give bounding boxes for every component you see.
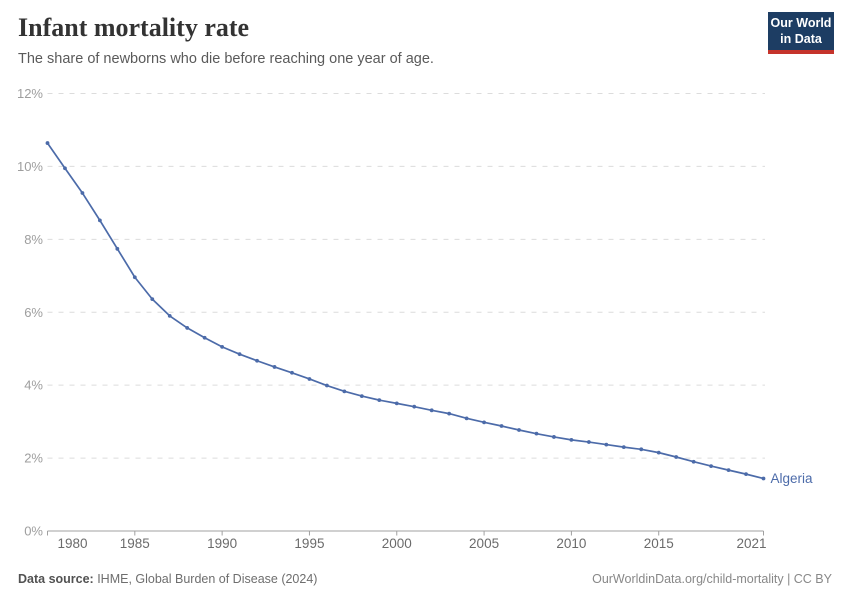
- x-axis-tick-label: 2000: [382, 536, 412, 551]
- data-point: [167, 313, 172, 318]
- x-axis-tick-label: 1990: [207, 536, 237, 551]
- y-axis-tick-label: 0%: [24, 524, 43, 539]
- data-point: [656, 450, 661, 455]
- x-axis-tick-label: 1985: [120, 536, 150, 551]
- data-point: [639, 447, 644, 452]
- data-point: [499, 424, 504, 428]
- data-point: [761, 476, 766, 481]
- data-source: Data source: IHME, Global Burden of Dise…: [18, 571, 317, 587]
- owid-logo[interactable]: Our World in Data: [768, 12, 834, 54]
- data-point: [359, 394, 364, 399]
- data-point: [709, 464, 714, 469]
- data-point: [255, 358, 259, 363]
- data-point: [744, 472, 748, 477]
- data-point: [342, 389, 347, 394]
- data-source-text: IHME, Global Burden of Disease (2024): [93, 572, 318, 586]
- owid-logo-line1: Our World: [770, 16, 832, 30]
- y-axis-tick-label: 12%: [17, 86, 43, 101]
- y-axis-tick-label: 6%: [24, 305, 43, 320]
- data-point: [604, 442, 609, 447]
- credit-link[interactable]: OurWorldinData.org/child-mortality | CC …: [592, 572, 832, 586]
- data-point: [185, 326, 190, 330]
- data-point: [97, 218, 102, 223]
- y-axis-tick-label: 8%: [24, 232, 43, 247]
- data-point: [534, 431, 539, 436]
- data-point: [429, 408, 434, 413]
- chart-subtitle: The share of newborns who die before rea…: [18, 51, 434, 67]
- y-axis-tick-label: 10%: [17, 159, 43, 174]
- x-axis-tick-label: 1995: [294, 536, 324, 551]
- data-point: [377, 398, 382, 403]
- data-point: [80, 191, 85, 195]
- data-point: [45, 141, 50, 145]
- data-point: [115, 246, 120, 251]
- data-point: [237, 352, 242, 357]
- data-point: [726, 468, 731, 473]
- data-point: [307, 377, 312, 381]
- owid-logo-line2: in Data: [780, 31, 822, 46]
- data-point: [394, 401, 399, 406]
- data-point: [220, 344, 225, 349]
- y-axis-tick-label: 2%: [24, 451, 43, 466]
- chart-header: Infant mortality rate The share of newbo…: [18, 13, 750, 68]
- data-point: [674, 455, 679, 459]
- data-point: [272, 365, 277, 369]
- data-point: [569, 437, 574, 442]
- data-point: [517, 428, 521, 432]
- x-axis-tick-label: 2010: [556, 536, 586, 551]
- algeria-series-line[interactable]: [46, 142, 765, 480]
- data-source-label: Data source:: [18, 572, 94, 586]
- data-point: [464, 416, 469, 421]
- data-point: [586, 440, 591, 444]
- data-point: [132, 275, 137, 280]
- x-axis-tick-label: 2005: [469, 536, 499, 551]
- x-axis-tick-label: 1980: [58, 536, 88, 551]
- data-point: [290, 370, 294, 375]
- data-point: [447, 411, 452, 416]
- data-point: [552, 435, 556, 439]
- data-point: [482, 420, 486, 425]
- data-point: [150, 297, 155, 302]
- data-point: [621, 445, 626, 450]
- data-point: [412, 404, 417, 409]
- x-axis-tick-label: 2015: [644, 536, 674, 551]
- data-point: [691, 459, 696, 464]
- chart-footer: Data source: IHME, Global Burden of Dise…: [18, 571, 832, 587]
- y-axis-tick-label: 4%: [24, 378, 43, 393]
- entity-label-algeria[interactable]: Algeria: [771, 471, 814, 486]
- data-point: [63, 166, 67, 171]
- data-point: [202, 335, 207, 340]
- chart-title: Infant mortality rate: [18, 13, 250, 42]
- data-point: [325, 383, 329, 388]
- x-axis-tick-label: 2021: [736, 536, 766, 551]
